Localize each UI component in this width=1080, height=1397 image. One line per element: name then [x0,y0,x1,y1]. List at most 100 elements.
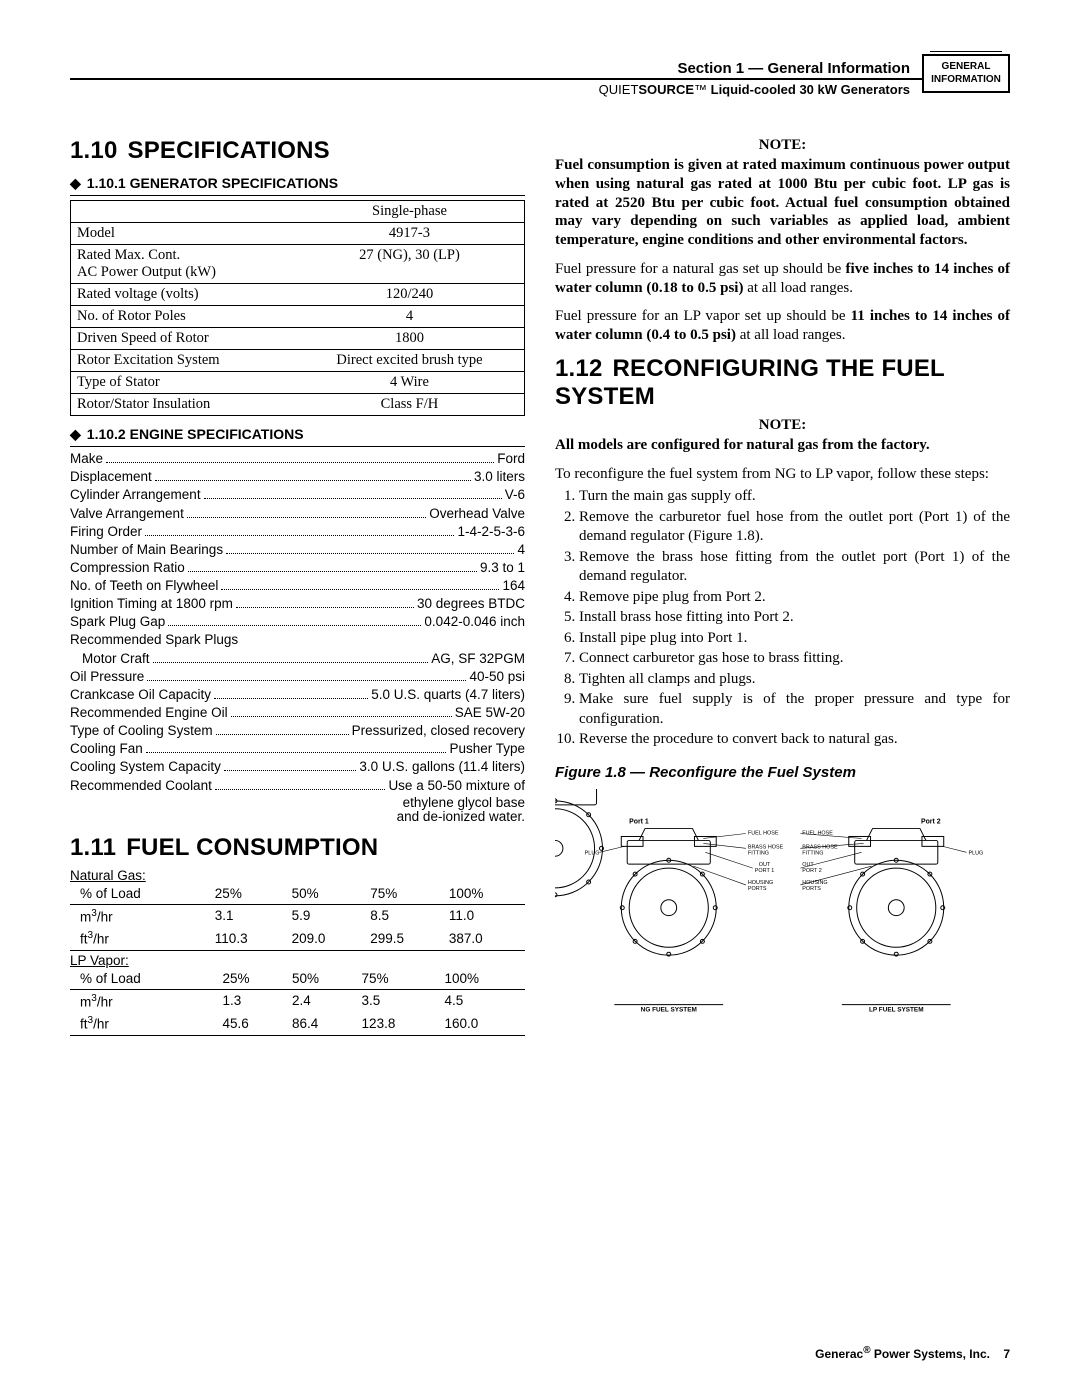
heading-text: FUEL CONSUMPTION [126,834,378,861]
figure-caption: Figure 1.8 — Reconfigure the Fuel System [555,764,1010,781]
engine-spec-key: No. of Teeth on Flywheel [70,578,218,593]
footer-reg: ® [863,1345,870,1356]
engine-spec-row: Displacement3.0 liters [70,469,525,484]
ng-fuel-table: % of Load25%50%75%100% m3/hr3.15.98.511.… [70,883,525,951]
svg-text:PORT 1: PORT 1 [755,868,774,874]
leader-dots [145,524,454,536]
leader-dots [224,759,357,771]
spec-key: Driven Speed of Rotor [71,328,295,350]
heading-1-10: 1.10SPECIFICATIONS [70,137,525,165]
fuel-col-header: 25% [211,883,288,905]
engine-spec-key: Number of Main Bearings [70,542,223,557]
engine-spec-row: Cooling System Capacity3.0 U.S. gallons … [70,759,525,774]
step-item: Reverse the procedure to convert back to… [579,730,1010,750]
engine-spec-row: Ignition Timing at 1800 rpm 30 degrees BT… [70,596,525,611]
fuel-col-header: % of Load [70,883,211,905]
step-item: Remove pipe plug from Port 2. [579,588,1010,608]
engine-spec-value: Use a 50-50 mixture of [388,778,525,793]
engine-spec-key: Motor Craft [70,651,150,666]
engine-spec-value: 4 [517,542,525,557]
fuel-cell: 1.3 [218,989,288,1012]
spec-key: Rated voltage (volts) [71,284,295,306]
engine-spec-key: Crankcase Oil Capacity [70,687,211,702]
spec-value: 27 (NG), 30 (LP) [295,245,525,284]
fig-port1-label: Port 1 [629,818,649,825]
engine-spec-key: Firing Order [70,524,142,539]
leader-dots [155,469,471,481]
product-bold: SOURCE [638,82,694,97]
fuel-col-header: 75% [366,883,445,905]
figure-1-8-diagram: Port 1 Port 2 FUEL HOSE FUEL HOSE BRASS … [555,789,1010,1017]
spec-value: 120/240 [295,284,525,306]
generator-spec-table: Single-phase Model4917-3Rated Max. Cont.… [70,200,525,416]
subheading-1-10-2: ◆ 1.10.2 ENGINE SPECIFICATIONS [70,426,525,447]
engine-spec-key: Make [70,451,103,466]
fuel-cell: 387.0 [445,927,525,950]
spec-key: Model [71,223,295,245]
spec-value: 4917-3 [295,223,525,245]
leader-dots [168,614,421,626]
note-label: NOTE: [555,137,1010,154]
left-column: 1.10SPECIFICATIONS ◆1.10.1 GENERATOR SPE… [70,137,525,1036]
right-column: NOTE: Fuel consumption is given at rated… [555,137,1010,1036]
step-item: Make sure fuel supply is of the proper p… [579,690,1010,729]
engine-spec-value: Pusher Type [449,741,525,756]
svg-text:FITTING: FITTING [802,850,823,856]
fig-plug-right: PLUG [968,850,983,856]
fuel-cell: 86.4 [288,1012,358,1035]
spec-key: Rotor/Stator Insulation [71,394,295,416]
page-header: Section 1 — General Information QUIETSOU… [70,60,1010,97]
heading-text: SPECIFICATIONS [128,137,330,164]
fuel-cell: 45.6 [218,1012,288,1035]
engine-spec-row: Valve ArrangementOverhead Valve [70,505,525,520]
spec-table-header: Single-phase [295,201,525,223]
engine-spec-row: Recommended Spark Plugs [70,632,525,647]
engine-spec-row: Motor CraftAG, SF 32PGM [70,650,525,665]
spec-key: Rated Max. Cont.AC Power Output (kW) [71,245,295,284]
fuel-row-unit: ft3/hr [70,1012,218,1035]
note-label: NOTE: [555,417,1010,434]
fuel-note-bold: Fuel consumption is given at rated maxim… [555,157,1010,248]
step-item: Turn the main gas supply off. [579,487,1010,507]
subheading-num: 1.10.1 [87,175,126,191]
step-item: Tighten all clamps and plugs. [579,670,1010,690]
reconfigure-intro: To reconfigure the fuel system from NG t… [555,465,1010,484]
engine-spec-key: Ignition Timing at 1800 rpm [70,596,233,611]
fuel-cell: 2.4 [288,989,358,1012]
subheading-1-10-1: ◆1.10.1 GENERATOR SPECIFICATIONS [70,175,525,196]
fuel-col-header: 50% [288,883,367,905]
tag-line-2: INFORMATION [926,73,1006,86]
product-suffix: Liquid-cooled 30 kW Generators [707,82,910,97]
heading-num: 1.12 [555,355,603,382]
step-item: Install brass hose fitting into Port 2. [579,608,1010,628]
diamond-icon: ◆ [70,426,81,442]
engine-spec-key: Recommended Spark Plugs [70,632,238,647]
lp-label: LP Vapor: [70,953,525,968]
fuel-cell: 123.8 [358,1012,441,1035]
fuel-cell: 110.3 [211,927,288,950]
engine-spec-key: Oil Pressure [70,669,144,684]
spec-key: Type of Stator [71,372,295,394]
ng-pressure-paragraph: Fuel pressure for a natural gas set up s… [555,260,1010,298]
subheading-num: 1.10.2 [87,426,126,442]
fuel-cell: 11.0 [445,904,525,927]
engine-spec-value: 9.3 to 1 [480,560,525,575]
spec-key: Rotor Excitation System [71,350,295,372]
engine-spec-row: No. of Teeth on Flywheel164 [70,578,525,593]
engine-spec-value: 5.0 U.S. quarts (4.7 liters) [371,687,525,702]
engine-spec-key: Spark Plug Gap [70,614,165,629]
heading-text: RECONFIGURING THE FUEL SYSTEM [555,355,944,410]
engine-spec-key: Displacement [70,469,152,484]
fuel-cell: 209.0 [288,927,367,950]
product-prefix: QUIET [599,82,639,97]
engine-spec-value: 30 degrees BTDC [417,596,525,611]
fig-port2-label: Port 2 [921,818,941,825]
subheading-text: ENGINE SPECIFICATIONS [130,426,304,442]
leader-dots [231,705,452,717]
engine-spec-row: Type of Cooling SystemPressurized, close… [70,723,525,738]
two-column-layout: 1.10SPECIFICATIONS ◆1.10.1 GENERATOR SPE… [70,137,1010,1036]
engine-spec-value: Pressurized, closed recovery [352,723,525,738]
fuel-col-header: 25% [218,968,288,990]
fuel-cell: 299.5 [366,927,445,950]
header-rule [70,78,1010,80]
